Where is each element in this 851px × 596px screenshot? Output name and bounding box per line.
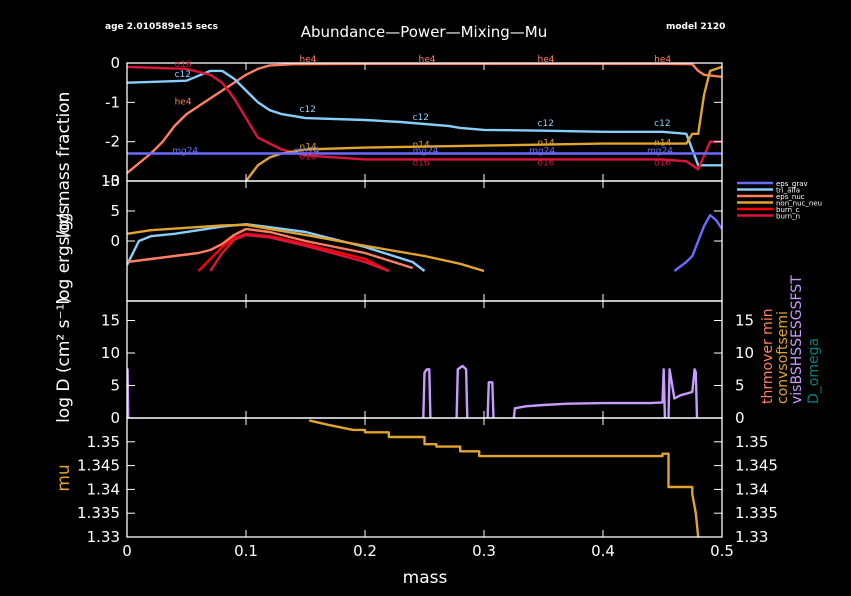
mixing-type-label: D_omega	[806, 338, 822, 404]
legend-label: eps_grav	[776, 180, 808, 188]
mixing-type-label: convsoftsemi	[775, 311, 791, 404]
series-line-eps_nuc	[127, 227, 413, 270]
x-tick-label: 0	[122, 542, 132, 560]
line-label-c12: c12	[538, 119, 554, 129]
line-label-c12: c12	[654, 119, 670, 129]
legend-label: non_nuc_neu	[776, 200, 822, 208]
y-tick-label-right: 5	[735, 377, 745, 395]
legend-label: tri_alfa	[776, 187, 800, 195]
line-label-n14: n14	[300, 143, 317, 153]
series-line-mixing	[667, 368, 699, 418]
y-tick-label: 15	[101, 312, 120, 330]
line-label-n14: n14	[538, 139, 555, 149]
line-label-o16: o16	[175, 60, 192, 70]
x-tick-label: 0.1	[234, 542, 258, 560]
x-tick-label: 0.3	[472, 542, 496, 560]
y-axis-label-mu: mu	[54, 464, 74, 491]
line-label-o16: o16	[654, 158, 671, 168]
line-label-he4: he4	[300, 55, 317, 65]
y-tick-label-right: 1.34	[735, 480, 768, 498]
y-tick-label: 10	[101, 344, 120, 362]
y-tick-label: 1.35	[87, 433, 120, 451]
line-label-c12: c12	[300, 105, 316, 115]
series-line-he4	[127, 63, 722, 175]
line-label-n14: n14	[654, 139, 671, 149]
legend-label: burn_n	[776, 213, 800, 221]
panel-mixing: 15 15 10 10 5 5 0 0	[101, 300, 754, 427]
y-tick-label: 1.33	[87, 528, 120, 546]
series-line-eps_grav	[673, 213, 722, 272]
y-tick-label: 5	[110, 377, 120, 395]
model-label: model 2120	[666, 22, 725, 32]
line-label-mg24: mg24	[172, 146, 198, 156]
series-line-mixing	[486, 381, 495, 418]
y-tick-label: 10	[101, 172, 120, 190]
series-line-burn_c	[197, 232, 390, 273]
legend-label: burn_c	[776, 206, 800, 214]
y-tick-label: 1.34	[87, 480, 120, 498]
x-tick-label: 0.4	[591, 542, 615, 560]
line-label-he4: he4	[419, 55, 436, 65]
series-group	[127, 213, 722, 273]
y-tick-label: 0	[110, 409, 120, 427]
age-label: age 2.010589e15 secs	[105, 22, 218, 32]
y-tick-label-right: 0	[735, 409, 745, 427]
x-tick-label: 0.5	[710, 542, 734, 560]
y-tick-label: -3	[105, 172, 120, 190]
panel-mu: 1.35 1.35 1.345 1.345 1.34 1.34 1.335 1.335 1.33…	[77, 417, 778, 546]
y-tick-label-right: 1.345	[735, 457, 778, 475]
series-line-mixing	[512, 368, 667, 418]
y-tick-label-right: 1.33	[735, 528, 768, 546]
line-label-he4: he4	[538, 55, 555, 65]
y-tick-label: 1.345	[77, 457, 120, 475]
panel-frame	[126, 417, 723, 538]
line-label-mg24: mg24	[529, 146, 555, 156]
mixing-type-label: visBSHSSESGSFST	[789, 275, 805, 404]
y-tick-label: 0	[110, 232, 120, 250]
series-line-non_nuc_neu	[127, 223, 485, 273]
line-label-he4: he4	[175, 97, 192, 107]
y-tick-label-right: 1.335	[735, 504, 778, 522]
y-tick-label: 5	[110, 202, 120, 220]
y-tick-label: 0	[110, 54, 120, 72]
mixing-type-label: thrmover min	[760, 308, 776, 404]
y-axis-label-mixing: log D (cm² s⁻¹)	[54, 297, 74, 423]
y-tick-label-right: 15	[735, 312, 754, 330]
line-label-c12: c12	[175, 70, 191, 80]
series-line-mixing	[422, 368, 432, 418]
legend-label: eps_nuc	[776, 193, 805, 201]
x-axis-label: mass	[403, 568, 448, 588]
series-line-mixing	[455, 364, 469, 418]
panel-abundance: 0 -1 -2 -3	[105, 54, 723, 190]
series-line-c12	[127, 69, 722, 167]
line-label-mg24: mg24	[294, 146, 320, 156]
line-label-o16: o16	[538, 158, 555, 168]
series-line-n14	[245, 65, 722, 181]
line-label-o16: o16	[300, 152, 317, 162]
y-tick-label: -1	[105, 93, 120, 111]
line-label-n14: n14	[413, 141, 430, 151]
line-label-mg24: mg24	[413, 146, 439, 156]
y-tick-label-right: 10	[735, 344, 754, 362]
y-tick-label: 1.335	[77, 504, 120, 522]
line-label-o16: o16	[413, 158, 430, 168]
y-axis-label-power: log ergs/g/s	[54, 205, 74, 304]
y-tick-label-right: 1.35	[735, 433, 768, 451]
line-label-c12: c12	[413, 113, 429, 123]
series-group	[127, 63, 722, 181]
y-tick-label: -2	[105, 133, 120, 151]
series-line-mu	[308, 419, 700, 537]
x-tick-label: 0.2	[353, 542, 377, 560]
line-label-mg24: mg24	[647, 146, 673, 156]
chart-title: Abundance—Power—Mixing—Mu	[301, 23, 547, 41]
power-legend: eps_gravtri_alfaeps_nucnon_nuc_neuburn_c…	[737, 180, 822, 221]
series-group	[308, 419, 700, 537]
series-line-burn_n	[209, 233, 390, 273]
y-axis-label-abundance: log mass fraction	[54, 92, 74, 239]
panel-power: 10 5 0	[101, 172, 723, 302]
line-label-he4: he4	[654, 55, 671, 65]
